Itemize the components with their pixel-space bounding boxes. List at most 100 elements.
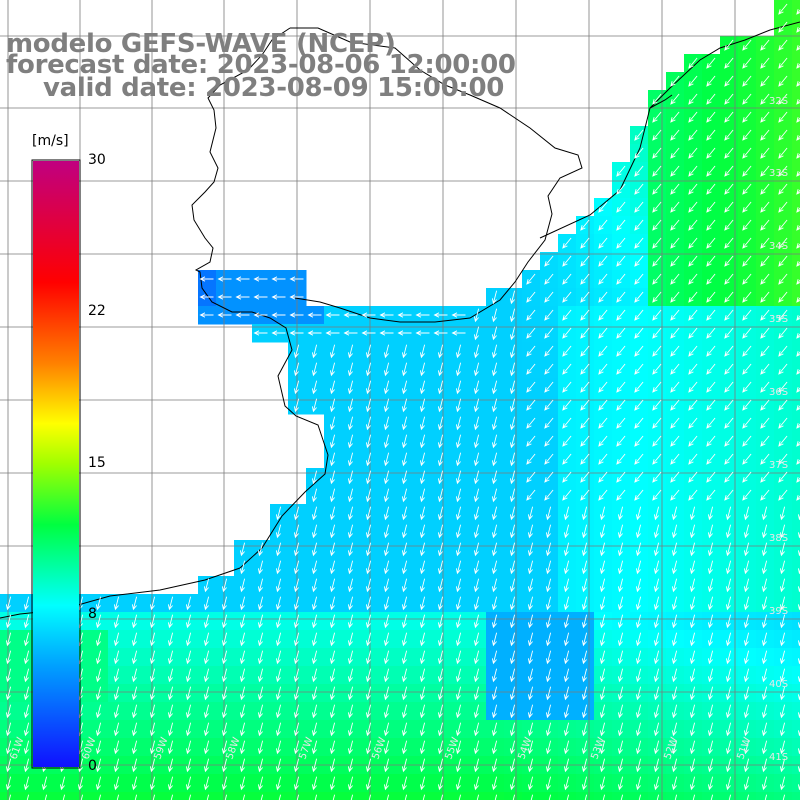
wind-arrow bbox=[113, 704, 120, 719]
wind-arrow bbox=[617, 596, 624, 611]
wind-arrow bbox=[688, 399, 698, 411]
wind-arrow bbox=[332, 794, 336, 800]
wind-arrow bbox=[365, 434, 372, 449]
wind-arrow bbox=[347, 650, 354, 665]
wind-arrow bbox=[760, 363, 770, 375]
wind-arrow bbox=[203, 596, 210, 611]
wind-cell bbox=[792, 270, 800, 289]
wind-arrow bbox=[149, 722, 156, 737]
colorbar-frame bbox=[31, 159, 81, 769]
wind-arrow bbox=[707, 632, 714, 647]
wind-arrow bbox=[509, 524, 516, 539]
wind-arrow bbox=[221, 722, 228, 737]
wind-arrow bbox=[347, 614, 354, 629]
wind-arrow bbox=[742, 147, 752, 159]
wind-arrow bbox=[760, 381, 770, 393]
wind-arrow bbox=[742, 201, 752, 213]
wind-arrow bbox=[203, 722, 210, 737]
wind-arrow bbox=[149, 668, 156, 683]
wind-arrow bbox=[491, 722, 498, 737]
wind-arrow bbox=[311, 578, 318, 593]
wind-arrow bbox=[509, 686, 516, 701]
wind-arrow bbox=[544, 345, 554, 357]
wind-arrow bbox=[563, 686, 570, 701]
wind-arrow bbox=[149, 740, 156, 755]
wind-arrow bbox=[455, 614, 462, 629]
wind-arrow bbox=[296, 794, 300, 800]
wind-cell bbox=[792, 576, 800, 595]
wind-arrow bbox=[706, 435, 716, 447]
wind-arrow bbox=[743, 668, 750, 683]
wind-arrow bbox=[275, 740, 282, 755]
wind-arrow bbox=[365, 704, 372, 719]
wind-arrow bbox=[670, 165, 680, 177]
wind-arrow bbox=[455, 488, 462, 503]
wind-arrow bbox=[545, 596, 552, 611]
wind-arrow bbox=[779, 704, 786, 719]
wind-cell bbox=[558, 792, 577, 800]
wind-arrow bbox=[185, 740, 192, 755]
wind-arrow bbox=[743, 740, 750, 755]
wind-arrow bbox=[688, 93, 698, 105]
wind-arrow bbox=[329, 524, 336, 539]
wind-arrow bbox=[671, 686, 678, 701]
wind-arrow bbox=[293, 560, 300, 575]
wind-arrow bbox=[455, 758, 462, 773]
wind-arrow bbox=[706, 75, 716, 87]
wind-arrow bbox=[329, 380, 336, 395]
wind-arrow bbox=[689, 524, 696, 539]
wind-arrow bbox=[527, 506, 534, 521]
wind-arrow bbox=[616, 453, 626, 465]
wind-arrow bbox=[307, 312, 322, 318]
wind-arrow bbox=[778, 237, 788, 249]
wind-arrow bbox=[562, 309, 572, 321]
colorbar bbox=[33, 161, 79, 767]
wind-cell bbox=[792, 396, 800, 415]
wind-arrow bbox=[562, 363, 572, 375]
wind-arrow bbox=[131, 722, 138, 737]
wind-arrow bbox=[455, 380, 462, 395]
wind-arrow bbox=[275, 506, 282, 521]
wind-cell bbox=[612, 792, 631, 800]
wind-arrow bbox=[347, 344, 354, 359]
wind-arrow bbox=[599, 722, 606, 737]
wind-arrow bbox=[671, 668, 678, 683]
wind-arrow bbox=[257, 614, 264, 629]
wind-arrow bbox=[779, 650, 786, 665]
wind-arrow bbox=[689, 632, 696, 647]
wind-arrow bbox=[544, 381, 554, 393]
wind-cell bbox=[0, 792, 19, 800]
wind-arrow bbox=[350, 794, 354, 800]
wind-arrow bbox=[271, 330, 286, 336]
wind-arrow bbox=[689, 542, 696, 557]
wind-arrow bbox=[778, 489, 788, 501]
wind-arrow bbox=[509, 776, 516, 791]
wind-arrow bbox=[203, 632, 210, 647]
wind-arrow bbox=[634, 453, 644, 465]
wind-arrow bbox=[544, 309, 554, 321]
wind-arrow bbox=[652, 327, 662, 339]
wind-arrow bbox=[379, 312, 394, 318]
colorbar-tick-0: 0 bbox=[88, 758, 97, 774]
wind-arrow bbox=[491, 704, 498, 719]
wind-arrow bbox=[725, 776, 732, 791]
wind-arrow bbox=[725, 542, 732, 557]
wind-arrow bbox=[365, 524, 372, 539]
wind-arrow bbox=[329, 542, 336, 557]
wind-arrow bbox=[365, 398, 372, 413]
wind-arrow bbox=[598, 201, 608, 213]
wind-arrow bbox=[725, 704, 732, 719]
wind-arrow bbox=[167, 776, 174, 791]
wind-cell bbox=[792, 324, 800, 343]
wind-arrow bbox=[401, 560, 408, 575]
wind-arrow bbox=[778, 147, 788, 159]
wind-arrow bbox=[401, 686, 408, 701]
wind-arrow bbox=[203, 758, 210, 773]
wind-arrow bbox=[347, 416, 354, 431]
wind-arrow bbox=[670, 273, 680, 285]
wind-cell bbox=[792, 126, 800, 145]
wind-arrow bbox=[724, 273, 734, 285]
wind-arrow bbox=[257, 542, 264, 557]
wind-arrow bbox=[707, 704, 714, 719]
wind-arrow bbox=[491, 506, 498, 521]
